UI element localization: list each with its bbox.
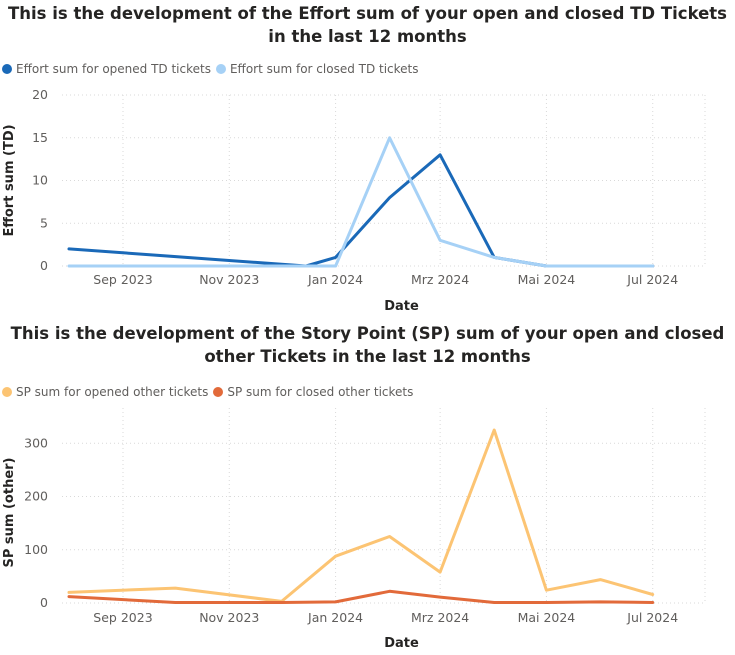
td-effort-chart: This is the development of the Effort su… xyxy=(0,0,735,322)
x-tick-label: Jul 2024 xyxy=(626,610,678,625)
chart-legend: Effort sum for opened TD tickets Effort … xyxy=(2,62,424,76)
x-tick-label: Mrz 2024 xyxy=(411,610,469,625)
y-tick-label: 20 xyxy=(32,87,48,102)
y-tick-label: 15 xyxy=(32,130,48,145)
x-tick-label: Nov 2023 xyxy=(199,610,259,625)
y-tick-label: 300 xyxy=(24,435,48,450)
series-line-1 xyxy=(67,428,655,603)
y-tick-label: 10 xyxy=(32,173,48,188)
sp-other-plot: 0 100 200 300 Sep 2023 Nov 2023 Jan 2024 Mrz 20… xyxy=(2,408,706,651)
legend-marker-icon xyxy=(2,64,12,74)
x-tick-label: Mai 2024 xyxy=(518,610,576,625)
legend-label: SP sum for opened other tickets xyxy=(16,385,209,399)
y-tick-label: 0 xyxy=(40,595,48,610)
legend-item-opened-td[interactable]: Effort sum for opened TD tickets xyxy=(2,62,211,76)
sp-other-chart: This is the development of the Story Poi… xyxy=(0,322,735,655)
x-tick-label: Mai 2024 xyxy=(518,272,576,287)
x-tick-label: Jan 2024 xyxy=(307,272,363,287)
series-line-1 xyxy=(67,153,655,268)
legend-item-closed-td[interactable]: Effort sum for closed TD tickets xyxy=(215,62,419,76)
x-tick-label: Mrz 2024 xyxy=(411,272,469,287)
series-line-2 xyxy=(67,589,655,604)
chart-title: This is the development of the Story Poi… xyxy=(10,324,725,366)
y-axis-title: Effort sum (TD) xyxy=(2,124,17,236)
legend-label: Effort sum for closed TD tickets xyxy=(229,62,419,76)
y-axis-title: SP sum (other) xyxy=(2,458,17,568)
x-tick-label: Sep 2023 xyxy=(93,272,152,287)
legend-label: Effort sum for opened TD tickets xyxy=(16,62,211,76)
legend-item-closed-other[interactable]: SP sum for closed other tickets xyxy=(213,385,413,399)
y-tick-label: 0 xyxy=(40,258,48,273)
series-line-2 xyxy=(67,136,655,268)
y-tick-label: 200 xyxy=(24,489,48,504)
legend-marker-icon xyxy=(213,387,224,397)
x-axis-title: Date xyxy=(384,299,419,314)
legend-marker-icon xyxy=(2,387,12,397)
x-tick-label: Jul 2024 xyxy=(626,272,678,287)
legend-item-opened-other[interactable]: SP sum for opened other tickets xyxy=(2,385,208,399)
legend-label: SP sum for closed other tickets xyxy=(227,385,414,399)
td-effort-plot: 0 5 10 15 20 Sep 2023 Nov 2023 Jan 2024 Mrz 2024… xyxy=(2,87,706,314)
x-tick-label: Jan 2024 xyxy=(307,610,363,625)
chart-legend: SP sum for opened other tickets SP sum f… xyxy=(2,385,418,399)
x-tick-label: Sep 2023 xyxy=(93,610,152,625)
chart-title: This is the development of the Effort su… xyxy=(8,4,727,46)
y-tick-label: 5 xyxy=(40,215,48,230)
y-tick-label: 100 xyxy=(24,542,48,557)
legend-marker-icon xyxy=(215,64,226,74)
x-axis-title: Date xyxy=(384,636,419,651)
x-tick-label: Nov 2023 xyxy=(199,272,259,287)
